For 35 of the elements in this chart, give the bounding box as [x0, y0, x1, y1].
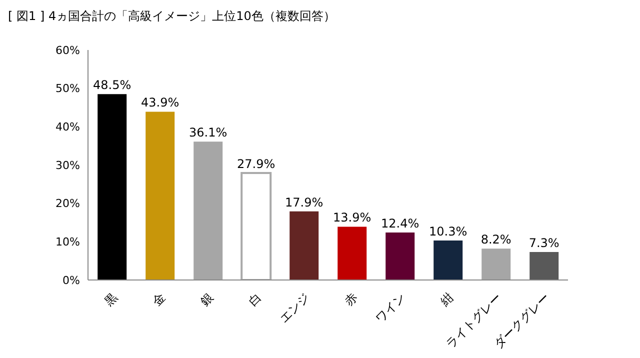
data-label: 27.9% [237, 157, 276, 172]
y-tick-label: 10% [56, 236, 80, 249]
data-label: 13.9% [333, 210, 372, 225]
bar [482, 248, 511, 280]
y-tick-label: 30% [56, 158, 80, 172]
data-label: 10.3% [429, 224, 468, 239]
bar [434, 240, 463, 280]
x-tick-label: 銀 [198, 290, 216, 309]
x-tick-label: ワイン [372, 290, 408, 326]
x-tick-label: 黒 [102, 290, 120, 309]
data-label: 48.5% [93, 78, 132, 92]
bar [386, 232, 415, 280]
bar [194, 142, 223, 280]
bar [98, 94, 127, 280]
y-tick-label: 40% [56, 120, 80, 134]
x-tick-label: 金 [150, 290, 168, 309]
y-tick-label: 50% [56, 82, 80, 96]
y-tick-label: 0% [62, 274, 80, 287]
data-label: 7.3% [528, 236, 560, 250]
data-label: 43.9% [141, 96, 180, 110]
data-label: 12.4% [381, 216, 420, 230]
data-label: 36.1% [189, 126, 228, 140]
data-label: 8.2% [480, 232, 512, 247]
x-tick-label: 紺 [437, 290, 456, 310]
bar [530, 252, 559, 280]
chart-title: [ 図1 ] 4ヵ国合計の「高級イメージ」上位10色（複数回答） [8, 8, 336, 25]
data-label: 17.9% [285, 195, 324, 210]
y-tick-label: 60% [56, 44, 80, 57]
y-tick-label: 20% [56, 197, 80, 210]
x-tick-label: 赤 [342, 290, 360, 309]
bar [338, 226, 367, 280]
x-tick-label: 白 [246, 290, 264, 309]
bar [146, 112, 175, 280]
bar [290, 211, 319, 280]
x-tick-label: エンジ [276, 290, 312, 326]
